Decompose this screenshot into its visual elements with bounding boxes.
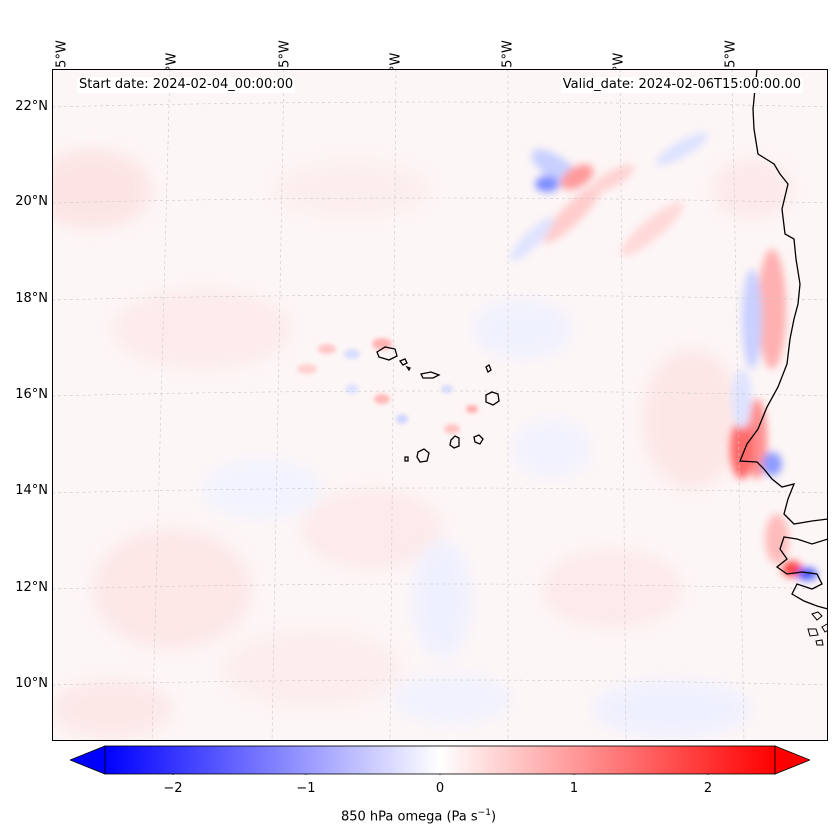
cape-verde-islands xyxy=(376,346,500,463)
lon-label-25w: 25°W xyxy=(386,0,406,89)
gambia-guinea-coastline xyxy=(775,536,828,610)
colorbar-min-extend xyxy=(70,745,106,775)
colorbar-ticks xyxy=(172,774,709,775)
omega-features-north xyxy=(510,132,709,261)
lat-label-10n: 10°N xyxy=(15,676,48,691)
lon-label-20w: 20°W xyxy=(609,0,629,89)
colorbar xyxy=(70,745,810,775)
lat-label-12n: 12°N xyxy=(15,580,48,595)
valid-date-label: Valid_date: 2024-02-06T15:00:00.00 xyxy=(560,77,803,93)
bijagos-islands xyxy=(807,611,828,646)
colorbar-max-extend xyxy=(774,745,810,775)
lat-label-20n: 20°N xyxy=(15,194,48,209)
omega-features-coast xyxy=(730,249,817,580)
colorbar-tick-1: 1 xyxy=(569,781,579,796)
graticule xyxy=(52,69,828,741)
colorbar-tick-neg1: −1 xyxy=(296,781,316,796)
map-frame xyxy=(52,69,828,741)
start-date-label: Start date: 2024-02-04_00:00:00 xyxy=(77,77,296,93)
colorbar-gradient xyxy=(104,745,776,775)
lat-label-16n: 16°N xyxy=(15,387,48,402)
colorbar-tick-0: 0 xyxy=(435,781,445,796)
omega-field xyxy=(52,149,792,739)
colorbar-tick-neg2: −2 xyxy=(163,781,183,796)
lon-label-22-5w: 22.5°W xyxy=(500,40,516,89)
lat-label-18n: 18°N xyxy=(15,291,48,306)
lon-label-30w: 30°W xyxy=(162,0,182,89)
lon-label-17-5w: 17.5°W xyxy=(723,40,739,89)
lon-label-32-5w: 32.5°W xyxy=(54,40,70,89)
africa-coastline xyxy=(739,69,828,525)
colorbar-tick-2: 2 xyxy=(703,781,713,796)
lon-label-27-5w: 27.5°W xyxy=(277,40,293,89)
lat-label-22n: 22°N xyxy=(15,99,48,114)
lat-label-14n: 14°N xyxy=(15,483,48,498)
omega-map xyxy=(52,69,828,741)
colorbar-label: 850 hPa omega (Pa s−1) xyxy=(340,808,497,825)
